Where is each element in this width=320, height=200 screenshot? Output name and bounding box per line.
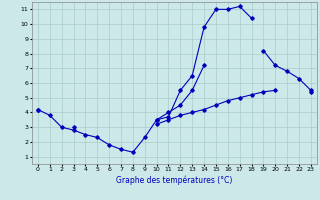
X-axis label: Graphe des températures (°C): Graphe des températures (°C) [116, 175, 233, 185]
